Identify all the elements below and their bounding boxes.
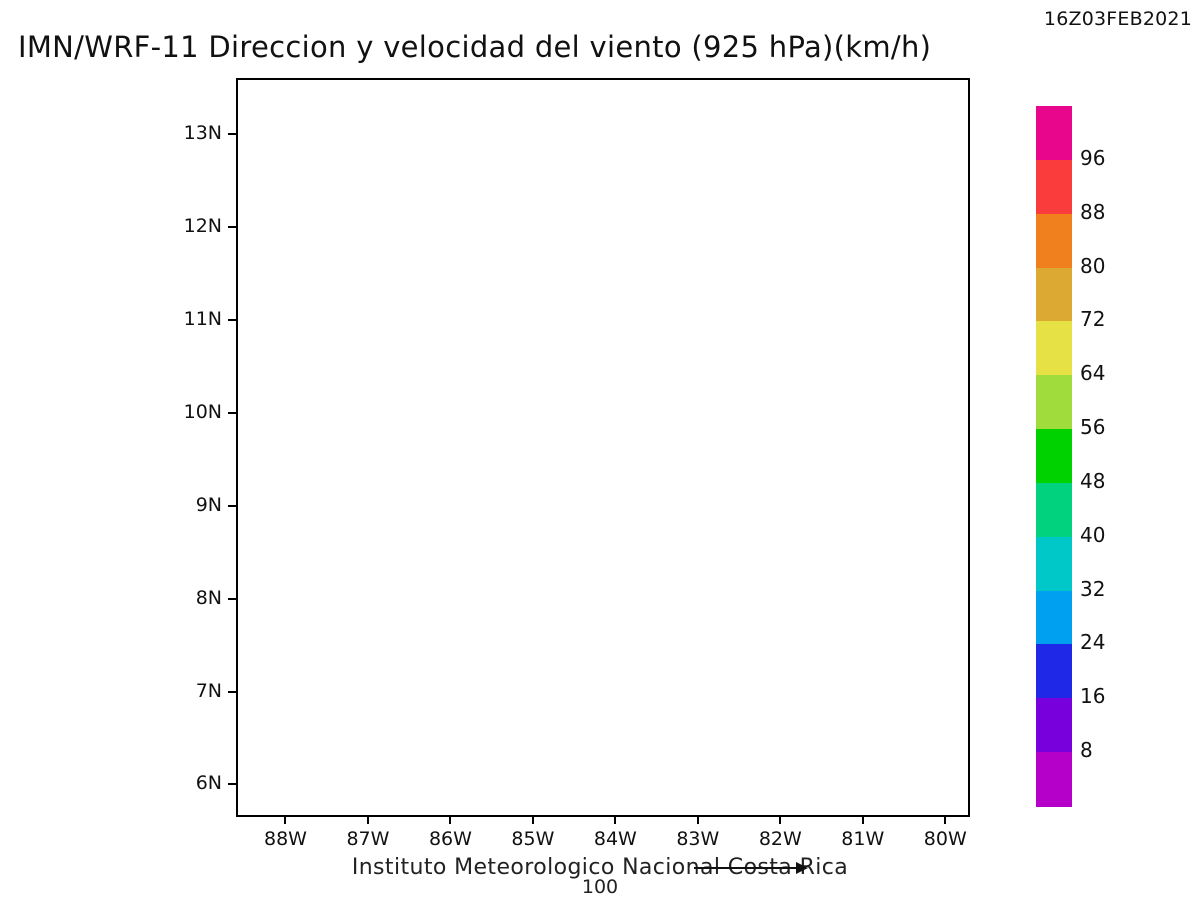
x-axis-label: 88W [263,828,307,850]
x-axis-label: 84W [593,828,637,850]
x-axis-label: 86W [428,828,472,850]
x-axis-label: 83W [676,828,720,850]
colorbar-tick-label: 64 [1080,361,1106,386]
reference-vector-label: 100 [581,876,619,898]
colorbar-band [1036,536,1072,592]
x-axis-label: 80W [923,828,967,850]
colorbar-tick-label: 48 [1080,468,1106,493]
x-axis-label: 85W [511,828,555,850]
y-axis-tick [228,783,236,786]
y-axis-tick [228,504,236,507]
y-axis-label: 11N [183,307,222,330]
x-axis-tick [284,817,287,824]
colorbar-tick-label: 88 [1080,199,1106,224]
colorbar-tick-label: 24 [1080,630,1106,655]
colorbar-tick-label: 32 [1080,576,1106,601]
y-axis-label: 10N [183,400,222,423]
colorbar-band [1036,482,1072,538]
y-axis-label: 8N [195,586,222,609]
colorbar [1036,106,1072,807]
y-axis-tick [228,132,236,135]
colorbar-tick-label: 96 [1080,145,1106,170]
y-axis-label: 12N [183,214,222,237]
y-axis-label: 6N [195,772,222,795]
y-axis-label: 7N [195,679,222,702]
colorbar-band [1036,321,1072,376]
colorbar-band [1036,429,1072,484]
map-plot-area [236,78,970,817]
x-axis-label: 82W [758,828,802,850]
x-axis-tick [449,817,452,824]
y-axis-label: 9N [195,493,222,516]
colorbar-band [1036,752,1072,807]
x-axis-tick [944,817,947,824]
colorbar-band [1036,698,1072,753]
plot-frame [236,78,970,817]
colorbar-tick-label: 8 [1080,738,1093,763]
colorbar-band [1036,106,1072,161]
x-axis-tick [366,817,369,824]
reference-vector-arrow [694,862,808,874]
x-axis-tick [779,817,782,824]
x-axis-label: 87W [346,828,390,850]
y-axis-tick [228,411,236,414]
colorbar-band [1036,213,1072,269]
y-axis-tick [228,690,236,693]
colorbar-tick-label: 72 [1080,307,1106,332]
y-axis-label: 13N [183,121,222,144]
y-axis-tick [228,225,236,228]
colorbar-tick-label: 40 [1080,522,1106,547]
y-axis-tick [228,597,236,600]
colorbar-band [1036,159,1072,215]
x-axis-tick [531,817,534,824]
x-axis-tick [696,817,699,824]
page-title: IMN/WRF-11 Direccion y velocidad del vie… [18,30,932,64]
colorbar-band [1036,590,1072,646]
colorbar-band [1036,375,1072,430]
colorbar-band [1036,267,1072,322]
forecast-timestamp: 16Z03FEB2021 [1043,8,1192,30]
x-axis-label: 81W [841,828,885,850]
y-axis-tick [228,318,236,321]
x-axis-tick [861,817,864,824]
colorbar-tick-label: 16 [1080,684,1106,709]
x-axis-tick [614,817,617,824]
colorbar-band [1036,644,1072,699]
colorbar-tick-label: 80 [1080,253,1106,278]
colorbar-tick-label: 56 [1080,415,1106,440]
